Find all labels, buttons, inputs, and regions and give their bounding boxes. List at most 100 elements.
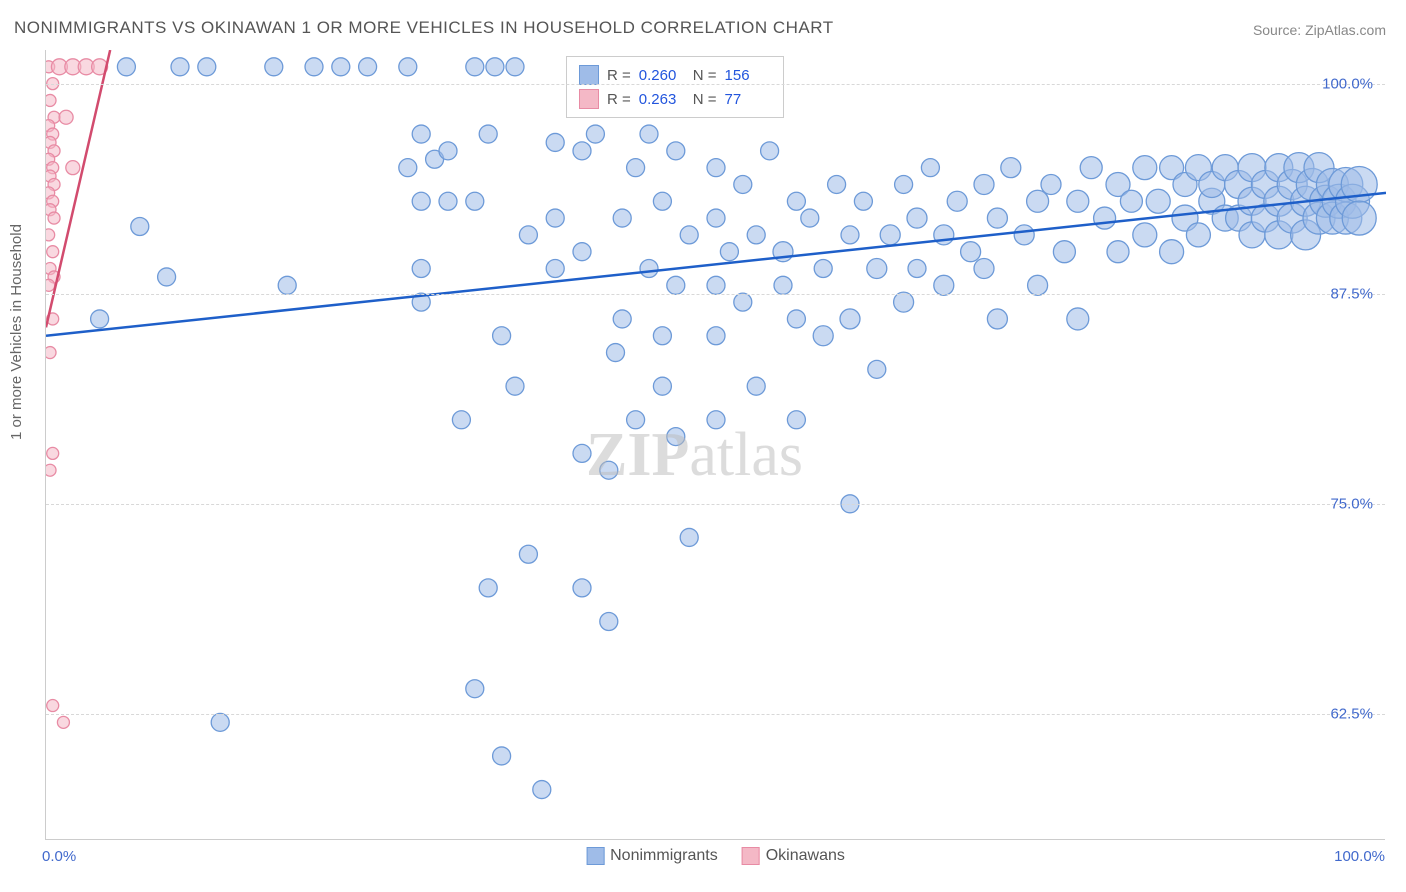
data-point bbox=[479, 579, 497, 597]
data-point bbox=[493, 327, 511, 345]
data-point bbox=[586, 125, 604, 143]
data-point bbox=[46, 347, 56, 359]
gridline bbox=[46, 714, 1385, 715]
data-point bbox=[787, 310, 805, 328]
data-point bbox=[1133, 156, 1157, 180]
data-point bbox=[211, 713, 229, 731]
data-point bbox=[627, 159, 645, 177]
data-point bbox=[1014, 225, 1034, 245]
data-point bbox=[774, 276, 792, 294]
data-point bbox=[466, 58, 484, 76]
y-axis-label: 1 or more Vehicles in Household bbox=[8, 224, 25, 440]
y-tick: 75.0% bbox=[1330, 495, 1373, 512]
data-point bbox=[880, 225, 900, 245]
data-point bbox=[1080, 157, 1102, 179]
stats-swatch-blue bbox=[579, 65, 599, 85]
gridline bbox=[46, 504, 1385, 505]
data-point bbox=[573, 579, 591, 597]
data-point bbox=[613, 209, 631, 227]
stats-swatch-pink bbox=[579, 89, 599, 109]
data-point bbox=[1041, 174, 1061, 194]
data-point bbox=[868, 360, 886, 378]
data-point bbox=[46, 229, 55, 241]
x-tick-right: 100.0% bbox=[1334, 848, 1385, 865]
data-point bbox=[412, 260, 430, 278]
data-point bbox=[412, 192, 430, 210]
data-point bbox=[1028, 275, 1048, 295]
data-point bbox=[840, 309, 860, 329]
data-point bbox=[828, 175, 846, 193]
data-point bbox=[653, 192, 671, 210]
data-point bbox=[198, 58, 216, 76]
data-point bbox=[519, 545, 537, 563]
data-point bbox=[814, 260, 832, 278]
data-point bbox=[1146, 189, 1170, 213]
data-point bbox=[506, 377, 524, 395]
data-point bbox=[707, 159, 725, 177]
data-point bbox=[47, 700, 59, 712]
legend-item-okinawans: Okinawans bbox=[742, 847, 845, 865]
data-point bbox=[854, 192, 872, 210]
data-point bbox=[519, 226, 537, 244]
data-point bbox=[653, 327, 671, 345]
data-point bbox=[1094, 207, 1116, 229]
data-point bbox=[493, 747, 511, 765]
legend-swatch-pink bbox=[742, 847, 760, 865]
data-point bbox=[412, 125, 430, 143]
data-point bbox=[1001, 158, 1021, 178]
data-point bbox=[66, 161, 80, 175]
data-point bbox=[486, 58, 504, 76]
data-point bbox=[895, 175, 913, 193]
data-point bbox=[987, 208, 1007, 228]
data-point bbox=[46, 94, 56, 106]
legend-item-nonimmigrants: Nonimmigrants bbox=[586, 847, 718, 865]
data-point bbox=[131, 217, 149, 235]
data-point bbox=[452, 411, 470, 429]
data-point bbox=[1107, 241, 1129, 263]
data-point bbox=[707, 327, 725, 345]
data-point bbox=[265, 58, 283, 76]
data-point bbox=[961, 242, 981, 262]
data-point bbox=[439, 142, 457, 160]
data-point bbox=[761, 142, 779, 160]
data-point bbox=[278, 276, 296, 294]
data-point bbox=[158, 268, 176, 286]
data-point bbox=[934, 275, 954, 295]
y-tick: 87.5% bbox=[1330, 285, 1373, 302]
data-point bbox=[734, 293, 752, 311]
data-point bbox=[813, 326, 833, 346]
data-point bbox=[1133, 223, 1157, 247]
y-tick: 100.0% bbox=[1322, 75, 1373, 92]
data-point bbox=[479, 125, 497, 143]
data-point bbox=[466, 680, 484, 698]
data-point bbox=[359, 58, 377, 76]
data-point bbox=[171, 58, 189, 76]
data-point bbox=[305, 58, 323, 76]
data-point bbox=[921, 159, 939, 177]
data-point bbox=[974, 259, 994, 279]
data-point bbox=[947, 191, 967, 211]
data-point bbox=[439, 192, 457, 210]
data-point bbox=[640, 125, 658, 143]
legend-swatch-blue bbox=[586, 847, 604, 865]
stats-legend-box: R = 0.260 N = 156 R = 0.263 N = 77 bbox=[566, 56, 784, 118]
data-point bbox=[573, 243, 591, 261]
data-point bbox=[640, 260, 658, 278]
data-point bbox=[47, 447, 59, 459]
data-point bbox=[546, 133, 564, 151]
data-point bbox=[46, 279, 55, 291]
data-point bbox=[600, 612, 618, 630]
data-point bbox=[506, 58, 524, 76]
data-point bbox=[707, 276, 725, 294]
data-point bbox=[48, 212, 60, 224]
data-point bbox=[546, 209, 564, 227]
data-point bbox=[607, 344, 625, 362]
data-point bbox=[680, 226, 698, 244]
data-point bbox=[667, 276, 685, 294]
data-point bbox=[1067, 308, 1089, 330]
data-point bbox=[1053, 241, 1075, 263]
data-point bbox=[787, 192, 805, 210]
data-point bbox=[59, 110, 73, 124]
data-point bbox=[720, 243, 738, 261]
data-point bbox=[867, 259, 887, 279]
